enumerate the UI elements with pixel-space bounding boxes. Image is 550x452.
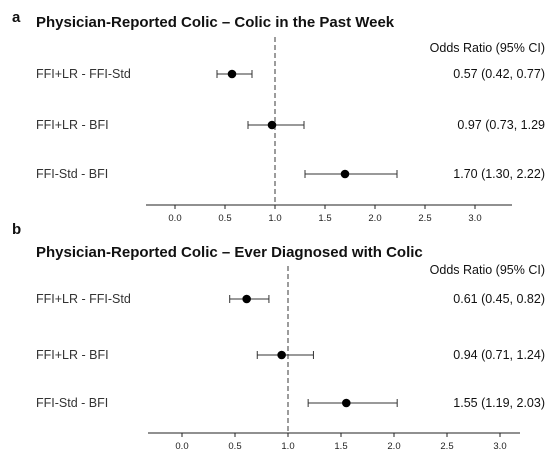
forest-row: FFI-Std - BFI 1.70 (1.30, 2.22) (36, 167, 545, 181)
comparison-label: FFI+LR - BFI (36, 348, 109, 362)
x-tick-label: 0.0 (175, 441, 188, 452)
x-tick-label: 1.0 (281, 441, 294, 452)
forest-row: FFI+LR - BFI 0.94 (0.71, 1.24) (36, 348, 545, 362)
x-tick-label: 2.0 (368, 213, 381, 224)
comparison-label: FFI+LR - FFI-Std (36, 292, 131, 306)
x-tick-label: 3.0 (493, 441, 506, 452)
x-tick-label: 1.5 (334, 441, 347, 452)
odds-ratio-value: 1.70 (1.30, 2.22) (453, 167, 545, 181)
odds-ratio-point (342, 398, 351, 408)
forest-row: FFI+LR - FFI-Std 0.57 (0.42, 0.77) (36, 67, 545, 81)
comparison-label: FFI-Std - BFI (36, 396, 108, 410)
odds-ratio-value: 0.61 (0.45, 0.82) (453, 292, 545, 306)
panel-letter: b (12, 221, 21, 238)
forest-row: FFI-Std - BFI 1.55 (1.19, 2.03) (36, 396, 545, 410)
x-tick-label: 0.5 (228, 441, 241, 452)
odds-ratio-value: 0.97 (0.73, 1.29 (457, 118, 545, 132)
x-tick-label: 0.0 (168, 213, 181, 224)
x-tick-label: 1.0 (268, 213, 281, 224)
comparison-label: FFI-Std - BFI (36, 167, 108, 181)
forest-row: FFI+LR - BFI 0.97 (0.73, 1.29 (36, 118, 545, 132)
comparison-label: FFI+LR - FFI-Std (36, 67, 131, 81)
x-tick-label: 3.0 (468, 213, 481, 224)
chart-title: Physician-Reported Colic – Colic in the … (36, 14, 395, 31)
chart-title: Physician-Reported Colic – Ever Diagnose… (36, 244, 423, 261)
forest-row: FFI+LR - FFI-Std 0.61 (0.45, 0.82) (36, 292, 545, 306)
odds-ratio-point (227, 69, 237, 79)
x-tick-label: 2.5 (418, 213, 431, 224)
odds-ratio-value: 1.55 (1.19, 2.03) (453, 396, 545, 410)
panel-letter: a (12, 9, 21, 26)
x-tick-label: 0.5 (218, 213, 231, 224)
forest-panel-b: b Physician-Reported Colic – Ever Diagnos… (12, 221, 545, 452)
x-tick-label: 1.5 (318, 213, 331, 224)
odds-ratio-point (277, 350, 286, 360)
odds-ratio-point (340, 169, 350, 179)
odds-ratio-value: 0.94 (0.71, 1.24) (453, 348, 545, 362)
odds-ratio-point (242, 294, 251, 304)
x-tick-label: 2.0 (387, 441, 400, 452)
forest-panel-a: a Physician-Reported Colic – Colic in the… (12, 9, 545, 224)
odds-ratio-header: Odds Ratio (95% CI) (430, 263, 545, 277)
odds-ratio-header: Odds Ratio (95% CI) (430, 41, 545, 55)
odds-ratio-value: 0.57 (0.42, 0.77) (453, 67, 545, 81)
x-tick-label: 2.5 (440, 441, 453, 452)
odds-ratio-point (267, 120, 277, 130)
comparison-label: FFI+LR - BFI (36, 118, 109, 132)
